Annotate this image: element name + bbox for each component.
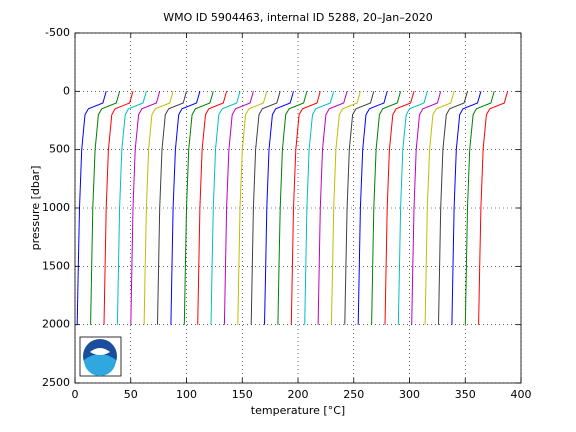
x-tick-label: 350 xyxy=(455,388,476,401)
profile-line xyxy=(130,91,161,325)
profile-line xyxy=(384,91,415,325)
profile-line xyxy=(290,91,321,325)
profile-line xyxy=(344,91,375,325)
x-tick-label: 100 xyxy=(176,388,197,401)
profile-line xyxy=(90,91,121,325)
profile-line xyxy=(237,91,268,325)
profile-line xyxy=(317,91,348,325)
y-tick-label: 2000 xyxy=(42,318,70,331)
x-tick-label: 200 xyxy=(288,388,309,401)
x-tick-label: 50 xyxy=(124,388,138,401)
profile-line xyxy=(464,91,495,325)
logo xyxy=(79,336,122,377)
y-tick-label: 1500 xyxy=(42,259,70,272)
profile-line xyxy=(210,91,241,325)
profile-line xyxy=(330,91,361,325)
profile-line xyxy=(277,91,308,325)
y-tick-label: 2500 xyxy=(42,376,70,389)
y-tick-label: 1000 xyxy=(42,201,70,214)
x-tick-label: 0 xyxy=(72,388,79,401)
profile-line xyxy=(424,91,455,325)
x-tick-label: 300 xyxy=(399,388,420,401)
profile-line xyxy=(170,91,201,325)
y-tick-label: 500 xyxy=(49,143,70,156)
profile-line xyxy=(371,91,402,325)
x-tick-label: 250 xyxy=(343,388,364,401)
profile-line xyxy=(264,91,294,325)
profile-line xyxy=(143,91,174,325)
chart-title: WMO ID 5904463, internal ID 5288, 20–Jan… xyxy=(163,11,433,24)
x-axis-label: temperature [°C] xyxy=(251,404,345,417)
profile-line xyxy=(103,91,134,325)
profile-line xyxy=(157,91,187,325)
x-tick-label: 150 xyxy=(232,388,253,401)
plot xyxy=(74,32,522,384)
profile-line xyxy=(183,91,214,325)
profile-line xyxy=(250,91,281,325)
plot-area xyxy=(74,32,522,384)
profile-line xyxy=(411,91,442,325)
y-axis-label: pressure [dbar] xyxy=(29,166,42,251)
profile-line xyxy=(397,91,428,325)
profile-line xyxy=(223,91,254,325)
profile-line xyxy=(197,91,228,325)
profile-line xyxy=(116,91,147,325)
profile-line xyxy=(357,91,388,325)
profile-line xyxy=(451,91,482,325)
profile-line xyxy=(76,91,107,325)
profile-line xyxy=(478,91,509,325)
profile-line xyxy=(438,91,468,325)
profile-line xyxy=(304,91,335,325)
y-tick-label: -500 xyxy=(45,26,70,39)
x-tick-label: 400 xyxy=(511,388,532,401)
y-tick-label: 0 xyxy=(63,84,70,97)
